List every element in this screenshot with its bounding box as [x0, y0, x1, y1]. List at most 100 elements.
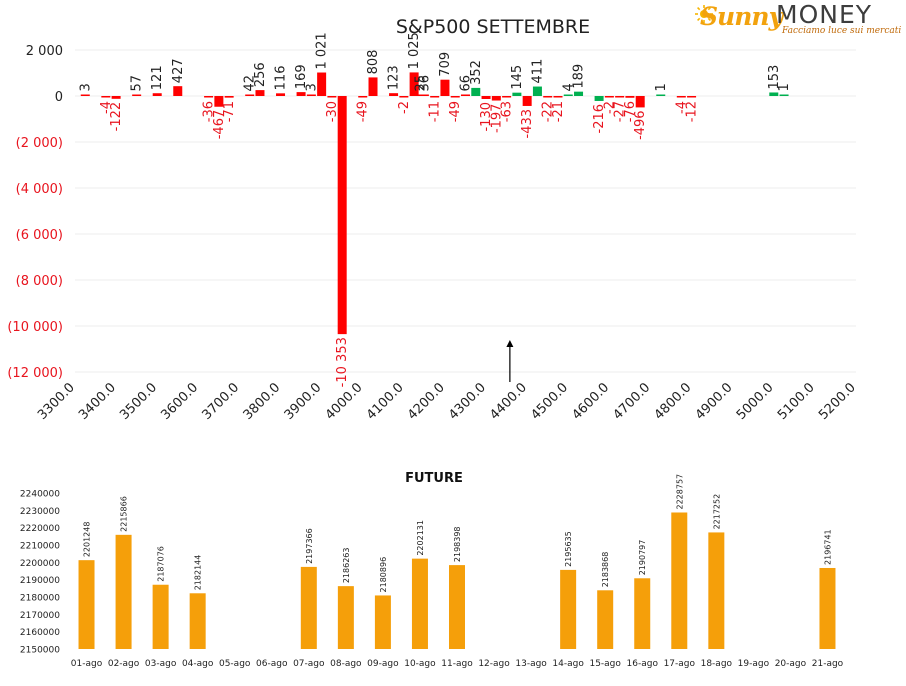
bar	[255, 90, 265, 96]
bar-value-label: 411	[530, 59, 545, 84]
future-bar-value-label: 2186263	[342, 548, 351, 584]
future-bar	[708, 532, 725, 649]
chart-title: S&P500 SETTEMBRE	[396, 16, 590, 38]
bar-value-label: 1 025	[407, 32, 422, 69]
y-tick-label: (10 000)	[7, 320, 63, 335]
bar	[491, 96, 501, 101]
future-bar-value-label: 2195635	[564, 531, 573, 567]
bar-value-label: -27	[613, 101, 628, 122]
bar-value-label: 153	[767, 65, 782, 90]
bar	[245, 94, 255, 96]
bar	[543, 96, 553, 98]
future-y-tick-label: 2190000	[20, 576, 60, 586]
x-tick-label: 3900.0	[282, 380, 325, 423]
bar	[471, 87, 481, 96]
future-bar-value-label: 2197366	[305, 528, 314, 564]
future-x-tick-label: 11-ago	[441, 659, 473, 669]
bar	[327, 96, 337, 98]
bar-value-label: -49	[448, 101, 463, 122]
y-tick-label: (4 000)	[16, 182, 63, 197]
bar	[615, 96, 625, 98]
x-tick-label: 4300.0	[446, 380, 489, 423]
x-tick-label: 5200.0	[816, 380, 859, 423]
future-x-tick-label: 21-ago	[812, 659, 844, 669]
bar	[635, 96, 645, 108]
bar	[522, 96, 532, 106]
bar	[80, 94, 90, 96]
future-x-tick-label: 20-ago	[775, 659, 807, 669]
x-tick-label: 3800.0	[241, 380, 284, 423]
logo-sunny-text: Sunny	[700, 2, 783, 31]
bar	[389, 93, 399, 96]
x-tick-label: 4100.0	[364, 380, 407, 423]
marker-arrowhead	[506, 340, 514, 347]
bar	[358, 96, 368, 98]
bar-value-label: -11	[428, 101, 443, 122]
x-tick-label: 3600.0	[158, 380, 201, 423]
bar-value-label: 36	[417, 75, 432, 92]
y-tick-label: (12 000)	[7, 366, 63, 381]
future-x-tick-label: 17-ago	[664, 659, 696, 669]
future-x-tick-label: 16-ago	[627, 659, 659, 669]
bar-value-label: 1	[777, 83, 792, 91]
bar-value-label: 66	[459, 75, 474, 92]
x-axis: 3300.03400.03500.03600.03700.03800.03900…	[35, 380, 859, 423]
future-x-tick-label: 02-ago	[108, 659, 140, 669]
brand-logo: Sunny MONEY Facciamo luce sui mercati	[694, 0, 902, 40]
bar	[676, 96, 686, 98]
x-tick-label: 3300.0	[35, 380, 78, 423]
bar	[594, 96, 604, 101]
bar-value-label: 1	[654, 83, 669, 91]
logo-money-text: MONEY	[776, 0, 873, 29]
y-tick-label: (6 000)	[16, 228, 63, 243]
bar-value-label: 123	[387, 65, 402, 90]
bar	[111, 96, 121, 99]
bar	[656, 94, 666, 96]
bars	[80, 72, 789, 335]
future-bar-value-label: 2217252	[712, 494, 721, 530]
future-y-tick-label: 2180000	[20, 594, 60, 604]
future-data-labels: 2201248 2215866 2187076 2182144 2197366 21862…	[83, 474, 833, 593]
logo-tagline: Facciamo luce sui mercati	[782, 26, 902, 36]
bar	[296, 92, 306, 96]
future-y-tick-label: 2150000	[20, 646, 60, 656]
bar	[553, 96, 563, 98]
bar-value-label: 145	[510, 65, 525, 90]
bar-value-label: -433	[520, 109, 535, 139]
x-tick-label: 4800.0	[652, 380, 695, 423]
bar-value-label: -122	[109, 102, 124, 132]
sp500-options-chart: S&P500 SETTEMBRE 2 000 0 (2 000) (4 000) (6 …	[7, 16, 859, 423]
bar-value-label: -2	[397, 101, 412, 114]
y-tick-label: (2 000)	[16, 136, 63, 151]
future-bar-value-label: 2183868	[601, 552, 610, 588]
future-y-tick-label: 2230000	[20, 507, 60, 517]
x-tick-label: 4900.0	[693, 380, 736, 423]
future-y-tick-label: 2170000	[20, 611, 60, 621]
bar	[224, 96, 234, 98]
future-x-tick-label: 06-ago	[256, 659, 288, 669]
future-x-tick-label: 07-ago	[293, 659, 325, 669]
bar	[574, 91, 584, 96]
bar-value-label: -467	[212, 110, 227, 140]
bar	[563, 94, 573, 96]
x-tick-label: 4600.0	[569, 380, 612, 423]
price-marker-arrow	[506, 340, 514, 382]
y-tick-label: (8 000)	[16, 274, 63, 289]
bar-value-label: -71	[222, 101, 237, 122]
future-bar-value-label: 2196741	[823, 529, 832, 565]
bar-value-label: -36	[202, 101, 217, 122]
bar	[604, 96, 614, 98]
bar-value-label: 189	[572, 64, 587, 89]
bar	[399, 96, 409, 98]
bar-value-label: 57	[130, 75, 145, 92]
bar	[204, 96, 214, 98]
bar-value-label: -10 353	[335, 337, 350, 387]
bar	[306, 94, 316, 96]
future-x-tick-label: 15-ago	[589, 659, 621, 669]
bar	[450, 96, 460, 98]
future-y-tick-label: 2220000	[20, 524, 60, 534]
future-x-tick-label: 18-ago	[701, 659, 733, 669]
bar-value-label: -4	[99, 101, 114, 114]
future-bar	[337, 586, 354, 649]
